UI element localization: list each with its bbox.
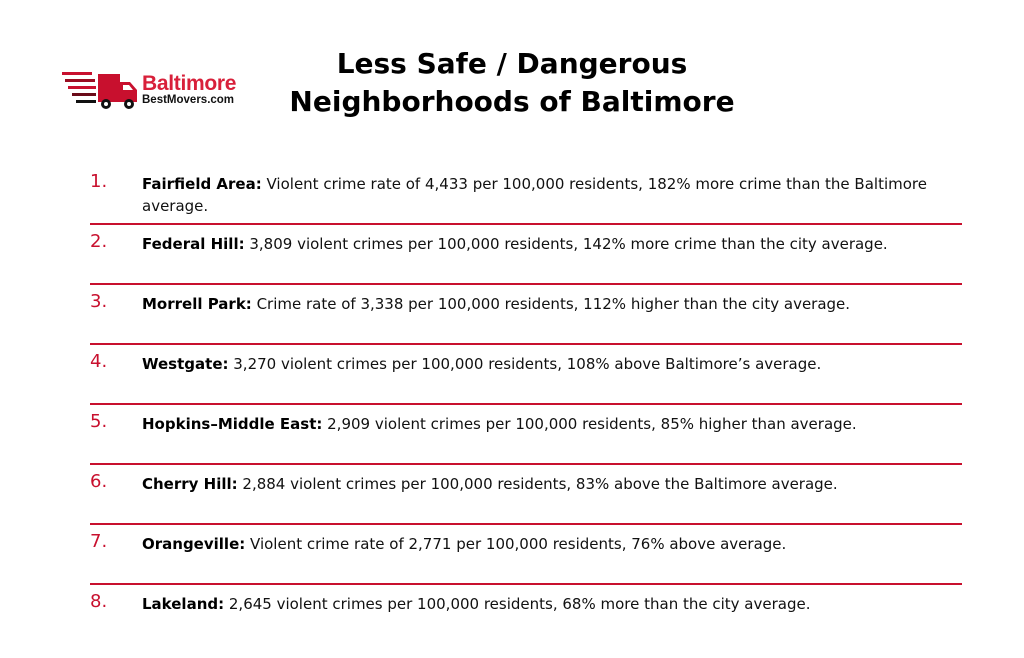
item-text: Fairfield Area: Violent crime rate of 4,… xyxy=(142,165,962,217)
logo-name: Baltimore xyxy=(142,72,237,95)
item-number: 6. xyxy=(90,471,108,492)
item-number: 8. xyxy=(90,591,108,612)
item-number: 4. xyxy=(90,351,108,372)
item-text: Lakeland: 2,645 violent crimes per 100,0… xyxy=(142,585,962,615)
list-item: 1. Fairfield Area: Violent crime rate of… xyxy=(90,165,962,225)
item-description: 2,909 violent crimes per 100,000 residen… xyxy=(322,415,857,433)
item-name: Orangeville: xyxy=(142,535,246,553)
list-item: 8. Lakeland: 2,645 violent crimes per 10… xyxy=(90,585,962,635)
item-name: Federal Hill: xyxy=(142,235,245,253)
item-description: 3,809 violent crimes per 100,000 residen… xyxy=(244,235,888,253)
page-title: Less Safe / Dangerous Neighborhoods of B… xyxy=(0,45,1024,121)
item-number: 7. xyxy=(90,531,108,552)
logo: Baltimore BestMovers.com xyxy=(60,70,260,114)
item-description: 2,884 violent crimes per 100,000 residen… xyxy=(237,475,838,493)
item-text: Orangeville: Violent crime rate of 2,771… xyxy=(142,525,962,555)
item-number: 1. xyxy=(90,171,108,192)
item-description: Crime rate of 3,338 per 100,000 resident… xyxy=(251,295,851,313)
item-description: 2,645 violent crimes per 100,000 residen… xyxy=(224,595,811,613)
item-name: Cherry Hill: xyxy=(142,475,238,493)
item-name: Lakeland: xyxy=(142,595,225,613)
item-text: Hopkins–Middle East: 2,909 violent crime… xyxy=(142,405,962,435)
list-item: 3. Morrell Park: Crime rate of 3,338 per… xyxy=(90,285,962,345)
item-description: Violent crime rate of 2,771 per 100,000 … xyxy=(245,535,787,553)
item-name: Westgate: xyxy=(142,355,229,373)
list-item: 6. Cherry Hill: 2,884 violent crimes per… xyxy=(90,465,962,525)
list-item: 2. Federal Hill: 3,809 violent crimes pe… xyxy=(90,225,962,285)
item-number: 3. xyxy=(90,291,108,312)
item-text: Federal Hill: 3,809 violent crimes per 1… xyxy=(142,225,962,255)
item-name: Hopkins–Middle East: xyxy=(142,415,323,433)
title-line-2: Neighborhoods of Baltimore xyxy=(289,85,735,118)
item-number: 2. xyxy=(90,231,108,252)
item-description: 3,270 violent crimes per 100,000 residen… xyxy=(228,355,822,373)
logo-subname: BestMovers.com xyxy=(142,94,235,106)
list-item: 5. Hopkins–Middle East: 2,909 violent cr… xyxy=(90,405,962,465)
item-text: Cherry Hill: 2,884 violent crimes per 10… xyxy=(142,465,962,495)
neighborhood-list: 1. Fairfield Area: Violent crime rate of… xyxy=(90,165,962,635)
moving-truck-icon xyxy=(62,72,137,109)
item-name: Morrell Park: xyxy=(142,295,252,313)
item-text: Morrell Park: Crime rate of 3,338 per 10… xyxy=(142,285,962,315)
item-number: 5. xyxy=(90,411,108,432)
title-line-1: Less Safe / Dangerous xyxy=(336,47,688,80)
item-description: Violent crime rate of 4,433 per 100,000 … xyxy=(142,175,927,215)
item-name: Fairfield Area: xyxy=(142,175,262,193)
list-item: 7. Orangeville: Violent crime rate of 2,… xyxy=(90,525,962,585)
item-text: Westgate: 3,270 violent crimes per 100,0… xyxy=(142,345,962,375)
list-item: 4. Westgate: 3,270 violent crimes per 10… xyxy=(90,345,962,405)
